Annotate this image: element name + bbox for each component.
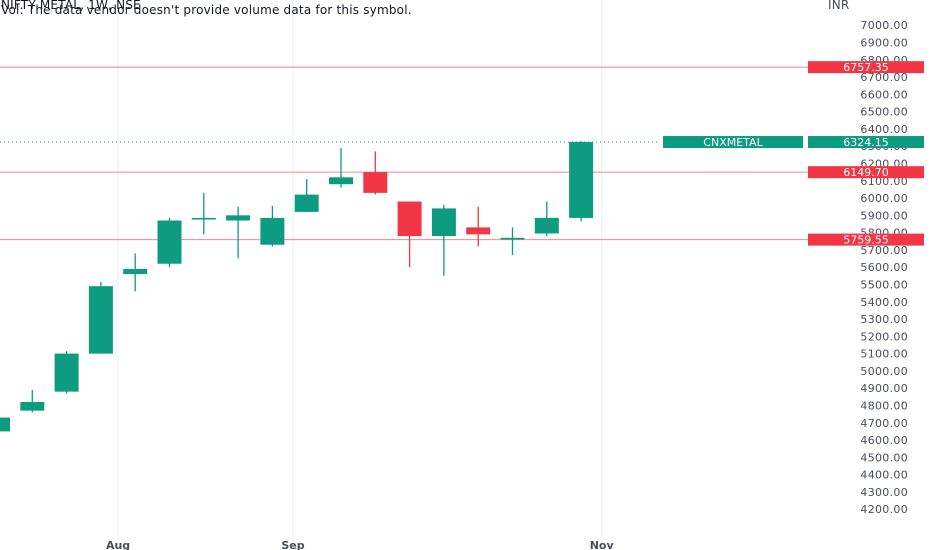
candle	[226, 206, 251, 259]
candle-body	[397, 201, 422, 237]
candle	[157, 217, 182, 268]
candle-body	[431, 208, 456, 237]
price-axis-label: 4600.00	[860, 434, 908, 447]
price-line-tag-label: 6149.70	[843, 166, 889, 179]
price-axis-label: 4700.00	[860, 417, 908, 430]
last-price-tag	[808, 136, 924, 149]
candle-body	[123, 268, 148, 275]
price-axis-label: 5900.00	[860, 209, 908, 222]
candle-body	[294, 194, 319, 212]
price-axis-label: 4200.00	[860, 503, 908, 516]
candle-body	[363, 172, 388, 193]
time-axis: Aug Sep Nov	[106, 539, 615, 550]
price-axis-label: 7000.00	[860, 19, 908, 32]
candle	[88, 281, 113, 354]
candle	[54, 351, 79, 394]
price-axis-label: 6000.00	[860, 192, 908, 205]
price-tags-layer: 6757.35 6149.70 5759.55 CNXMETAL 6324.15	[663, 61, 924, 247]
candle	[466, 206, 491, 247]
grid-layer	[117, 0, 603, 540]
candle-body	[191, 217, 216, 220]
price-axis-label: 5200.00	[860, 330, 908, 343]
price-line-tag-label: 5759.55	[843, 234, 889, 247]
candles-layer	[0, 141, 594, 432]
price-axis-label: 6900.00	[860, 36, 908, 49]
candle	[363, 151, 388, 195]
price-axis-label: 6500.00	[860, 106, 908, 119]
price-axis-label: 4800.00	[860, 399, 908, 412]
price-axis-label: 5500.00	[860, 278, 908, 291]
candle	[329, 147, 353, 188]
last-price-tag-label: 6324.15	[843, 136, 889, 149]
candle	[294, 179, 319, 212]
candle-body	[88, 286, 113, 354]
price-axis: 7000.006900.006800.006700.006600.006500.…	[860, 19, 908, 516]
candle	[534, 201, 559, 237]
candle-body	[500, 237, 525, 240]
price-axis-label: 6600.00	[860, 88, 908, 101]
chart-title: NIFTY METAL, 1W, NSE	[1, 0, 141, 12]
price-line-tag	[808, 166, 924, 179]
price-line-tag-label: 6757.35	[843, 61, 889, 74]
price-axis-label: 6700.00	[860, 71, 908, 84]
candle	[0, 417, 10, 432]
price-axis-label: 5600.00	[860, 261, 908, 274]
candle	[431, 204, 456, 276]
candle-body	[534, 217, 559, 234]
price-axis-label: 5300.00	[860, 313, 908, 326]
candle	[191, 192, 216, 235]
candle-body	[569, 142, 594, 218]
candle-body	[260, 217, 285, 245]
candle-body	[466, 227, 491, 235]
time-axis-label: Aug	[106, 539, 130, 550]
candle	[20, 389, 45, 413]
candle-body	[329, 177, 353, 185]
symbol-tag	[663, 136, 803, 149]
price-axis-label: 4900.00	[860, 382, 908, 395]
price-axis-label: 4300.00	[860, 486, 908, 499]
price-line-tag	[808, 233, 924, 246]
time-axis-label: Sep	[281, 539, 304, 550]
price-axis-label: 5000.00	[860, 365, 908, 378]
candle-body	[157, 220, 182, 264]
candle-body	[0, 417, 10, 432]
symbol-tag-label: CNXMETAL	[703, 136, 763, 149]
price-axis-label: 5400.00	[860, 296, 908, 309]
candle-body	[20, 402, 45, 411]
candle	[260, 205, 285, 247]
candle	[397, 201, 422, 268]
price-axis-label: 5100.00	[860, 348, 908, 361]
price-axis-label: 5700.00	[860, 244, 908, 257]
volume-note: Vol: The data vendor doesn't provide vol…	[1, 3, 412, 17]
horizontal-lines-layer	[0, 66, 808, 241]
candle	[123, 253, 148, 292]
candle-body	[54, 353, 79, 392]
time-axis-label: Nov	[590, 539, 615, 550]
candle-body	[226, 215, 251, 221]
price-axis-label: 4400.00	[860, 469, 908, 482]
price-line-tag	[808, 61, 924, 74]
candle	[500, 227, 525, 256]
currency-label: INR	[828, 0, 849, 12]
candle	[569, 141, 594, 222]
price-axis-label: 6400.00	[860, 123, 908, 136]
price-axis-label: 4500.00	[860, 451, 908, 464]
